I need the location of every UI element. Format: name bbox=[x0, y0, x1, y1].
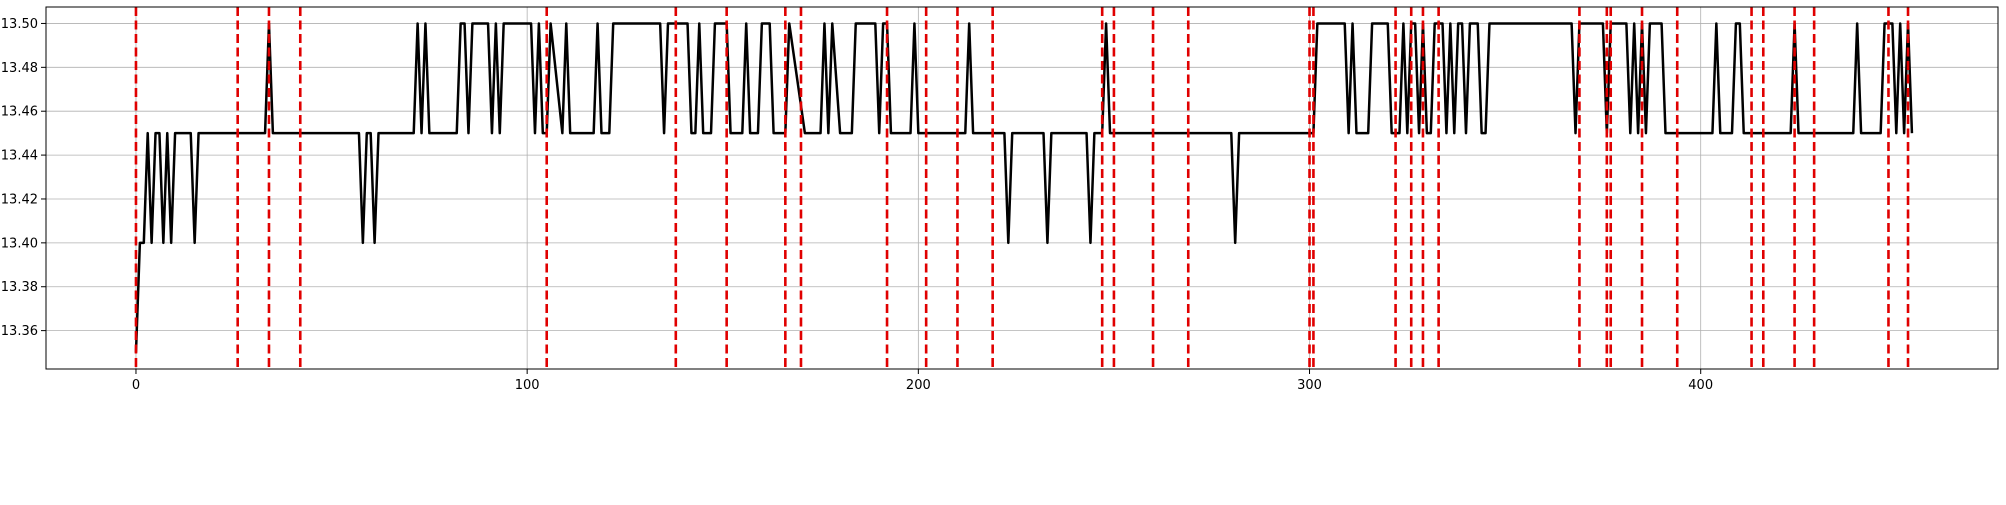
y-tick-label: 13.36 bbox=[1, 324, 38, 339]
y-tick-label: 13.50 bbox=[1, 17, 38, 32]
x-tick-label: 300 bbox=[1297, 378, 1322, 393]
plot-frame bbox=[45, 6, 1999, 370]
x-tick-label: 400 bbox=[1688, 378, 1713, 393]
y-tick-label: 13.42 bbox=[1, 192, 38, 207]
y-tick-label: 13.40 bbox=[1, 236, 38, 251]
vertical-markers bbox=[134, 7, 1910, 369]
axes: 0 100 200 300 400 13.36 13.38 13.40 13.42 13.44 13… bbox=[1, 17, 1713, 393]
x-tick-label: 0 bbox=[132, 378, 140, 393]
y-tick-label: 13.46 bbox=[1, 105, 38, 120]
data-series bbox=[134, 22, 1914, 353]
grid-lines bbox=[46, 7, 1998, 369]
series-line bbox=[134, 22, 1914, 353]
y-tick-label: 13.48 bbox=[1, 61, 38, 76]
x-tick-label: 200 bbox=[906, 378, 931, 393]
y-tick-label: 13.44 bbox=[1, 149, 38, 164]
x-tick-label: 100 bbox=[515, 378, 540, 393]
y-tick-label: 13.38 bbox=[1, 280, 38, 295]
